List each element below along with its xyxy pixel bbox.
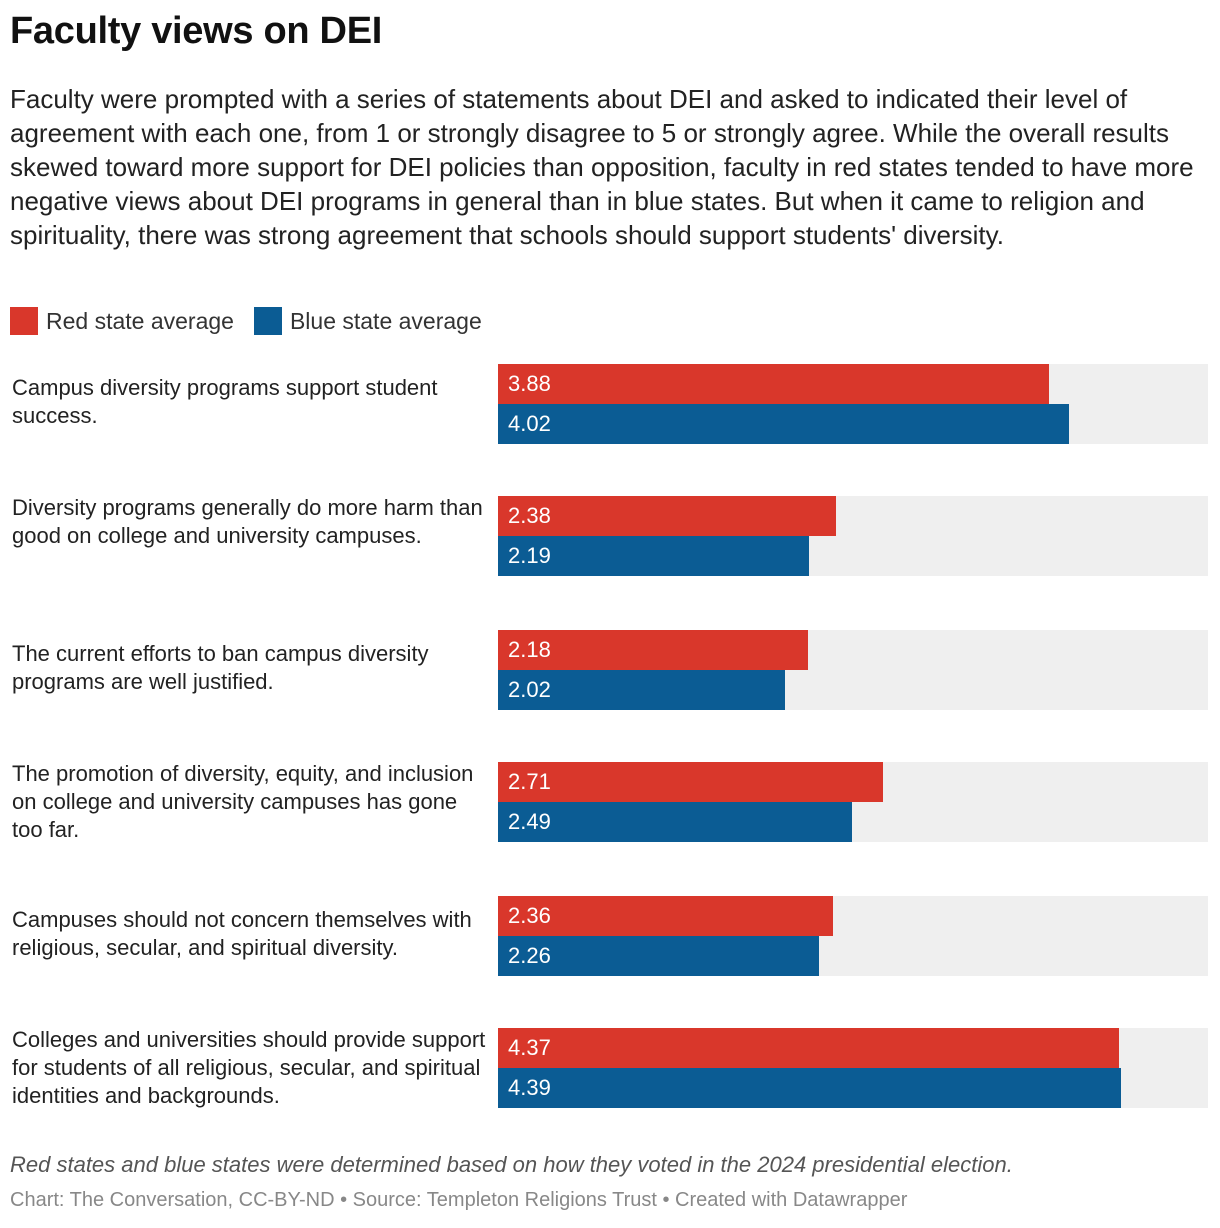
chart-footer: Chart: The Conversation, CC-BY-ND • Sour… [10, 1189, 908, 1211]
bar-red: 3.88 [498, 364, 1049, 404]
category-label: Colleges and universities should provide… [12, 1027, 486, 1108]
bar-red: 4.37 [498, 1028, 1119, 1068]
bar-value-label: 2.38 [508, 503, 551, 528]
legend-swatch-blue [253, 307, 282, 335]
bar-red: 2.18 [498, 630, 808, 670]
bar-value-label: 2.49 [508, 809, 551, 834]
legend-swatch-red [10, 307, 38, 335]
bar-value-label: 3.88 [508, 371, 551, 396]
bar-red: 2.36 [498, 896, 833, 936]
chart-title: Faculty views on DEI [10, 10, 382, 52]
bar-value-label: 2.02 [508, 677, 551, 702]
legend-label-red: Red state average [46, 307, 234, 334]
bar-blue: 2.49 [498, 802, 852, 842]
bar-blue: 4.39 [498, 1068, 1121, 1108]
bar-value-label: 4.02 [508, 411, 551, 436]
bar-blue: 2.26 [498, 936, 819, 976]
bar-value-label: 2.36 [508, 903, 551, 928]
bar-value-label: 2.26 [508, 943, 551, 968]
bar-value-label: 2.19 [508, 543, 551, 568]
bar-red: 2.38 [498, 496, 836, 536]
chart-subtitle: Faculty were prompted with a series of s… [10, 84, 1194, 250]
bar-red: 2.71 [498, 762, 883, 802]
bar-blue: 2.19 [498, 536, 809, 576]
bar-value-label: 4.37 [508, 1035, 551, 1060]
category-label: Diversity programs generally do more har… [12, 495, 483, 548]
chart-note: Red states and blue states were determin… [10, 1152, 1013, 1177]
bar-blue: 4.02 [498, 404, 1069, 444]
category-label: The promotion of diversity, equity, and … [12, 761, 474, 842]
bar-value-label: 2.18 [508, 637, 551, 662]
category-label: Campuses should not concern themselves w… [12, 907, 472, 960]
legend-item-blue: Blue state average [253, 307, 482, 335]
legend-label-blue: Blue state average [289, 307, 482, 334]
category-label: Campus diversity programs support studen… [12, 375, 438, 428]
bar-value-label: 2.71 [508, 769, 551, 794]
category-label: The current efforts to ban campus divers… [12, 641, 429, 694]
legend: Red state average Blue state average [10, 307, 502, 335]
bar-blue: 2.02 [498, 670, 785, 710]
bar-value-label: 4.39 [508, 1075, 551, 1100]
legend-item-red: Red state average [10, 307, 234, 335]
